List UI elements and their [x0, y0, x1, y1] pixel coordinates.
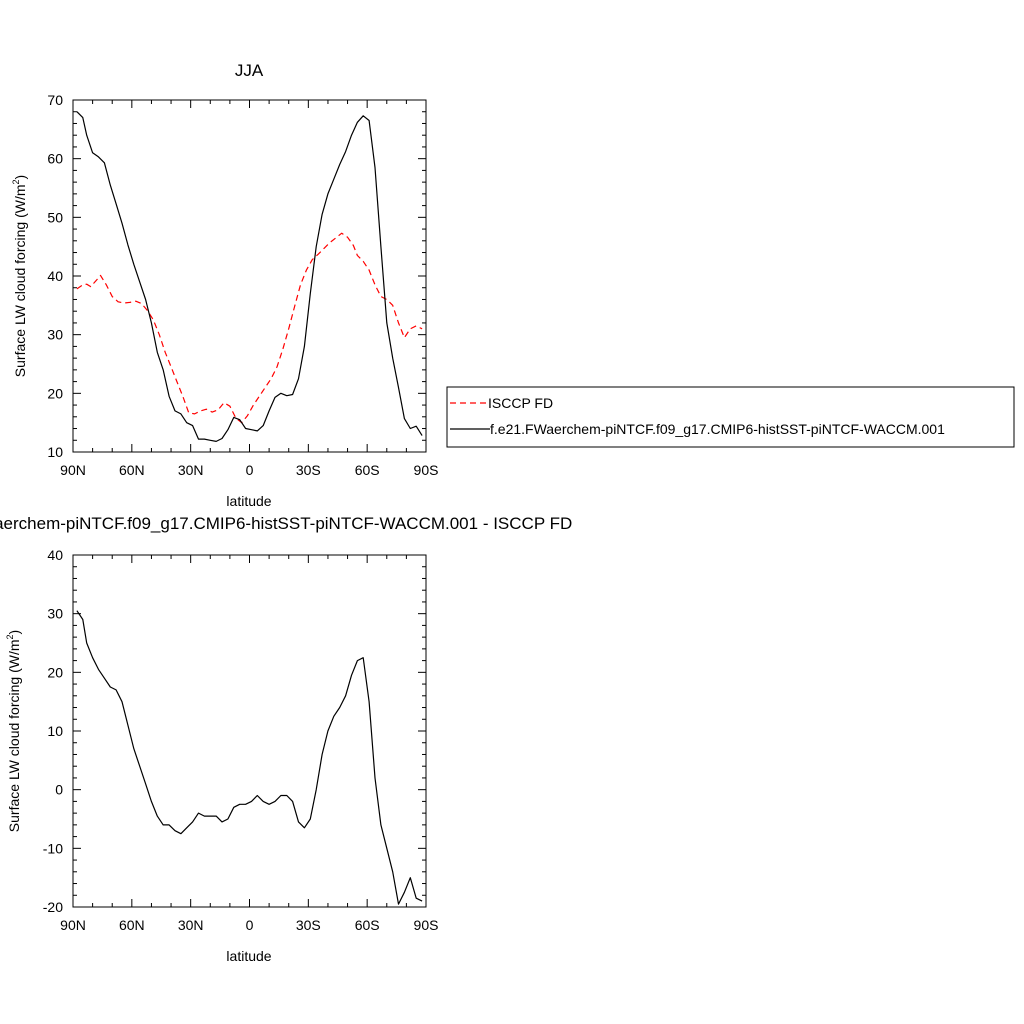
- x-tick-label: 30N: [178, 462, 204, 478]
- y-axis-label: Surface LW cloud forcing (W/m2): [5, 630, 22, 832]
- x-tick-label: 30S: [296, 462, 321, 478]
- axis-ticks: [72, 554, 427, 908]
- y-tick-label: 10: [47, 444, 63, 460]
- y-tick-label: 70: [47, 92, 63, 108]
- chart-title: JJA: [235, 61, 264, 80]
- y-tick-label: 30: [47, 606, 63, 622]
- plot-frame: [72, 554, 427, 908]
- legend-label-isccp: ISCCP FD: [488, 395, 553, 411]
- y-tick-label: 20: [47, 664, 63, 680]
- x-tick-label: 0: [246, 462, 254, 478]
- series-group: [76, 111, 423, 442]
- series-group: [76, 610, 423, 905]
- x-axis-label: latitude: [226, 493, 271, 509]
- plot-frame: [72, 99, 427, 453]
- x-tick-label: 60S: [355, 462, 380, 478]
- x-tick-label: 90N: [60, 917, 86, 933]
- series-line-0: [76, 232, 423, 424]
- tick-labels: 90N 60N 30N 0 30S 60S 90S -20 -10 0 10 20 30 40: [43, 547, 439, 933]
- y-axis-label: Surface LW cloud forcing (W/m2): [11, 175, 28, 377]
- y-tick-label: -20: [43, 899, 63, 915]
- x-tick-label: 90S: [414, 462, 439, 478]
- x-tick-label: 30N: [178, 917, 204, 933]
- x-tick-label: 90S: [414, 917, 439, 933]
- y-tick-label: 60: [47, 151, 63, 167]
- series-line-1: [76, 111, 423, 442]
- y-tick-label: -10: [43, 840, 63, 856]
- x-tick-label: 60S: [355, 917, 380, 933]
- legend-label-model: f.e21.FWaerchem-piNTCF.f09_g17.CMIP6-his…: [490, 421, 945, 437]
- chart-title: f.e21.FWaerchem-piNTCF.f09_g17.CMIP6-his…: [0, 514, 572, 533]
- x-tick-label: 0: [246, 917, 254, 933]
- x-axis-label: latitude: [226, 948, 271, 964]
- chart-panel-top: JJA 90N 60N 30N 0 30S 60S 90S 10 20 30 40 50 60 70 la…: [11, 61, 1015, 509]
- x-tick-label: 60N: [119, 917, 145, 933]
- legend: ISCCP FD f.e21.FWaerchem-piNTCF.f09_g17.…: [446, 386, 1015, 448]
- y-tick-label: 50: [47, 209, 63, 225]
- x-tick-label: 90N: [60, 462, 86, 478]
- y-tick-label: 30: [47, 327, 63, 343]
- chart-panel-bottom: f.e21.FWaerchem-piNTCF.f09_g17.CMIP6-his…: [0, 514, 572, 964]
- y-tick-label: 40: [47, 268, 63, 284]
- y-tick-label: 40: [47, 547, 63, 563]
- tick-labels: 90N 60N 30N 0 30S 60S 90S 10 20 30 40 50 60 70: [47, 92, 438, 478]
- x-tick-label: 60N: [119, 462, 145, 478]
- series-line-0: [76, 610, 423, 905]
- x-tick-label: 30S: [296, 917, 321, 933]
- y-tick-label: 10: [47, 723, 63, 739]
- y-tick-label: 20: [47, 385, 63, 401]
- legend-box: [446, 386, 1015, 448]
- y-tick-label: 0: [55, 782, 63, 798]
